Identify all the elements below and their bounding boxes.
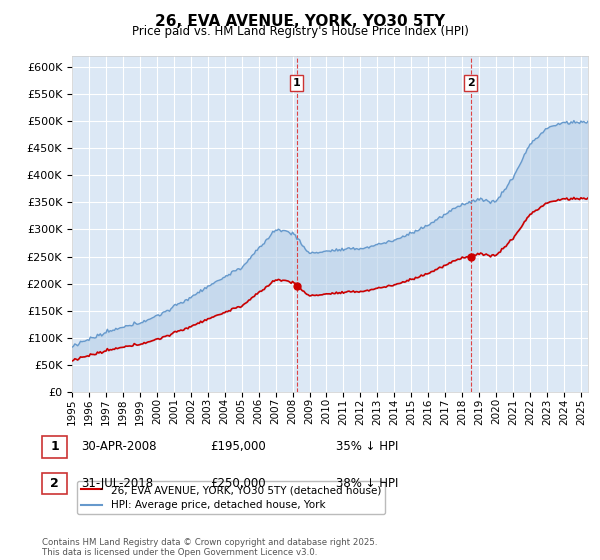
Legend: 26, EVA AVENUE, YORK, YO30 5TY (detached house), HPI: Average price, detached ho: 26, EVA AVENUE, YORK, YO30 5TY (detached…	[77, 481, 385, 515]
Text: £250,000: £250,000	[210, 477, 266, 490]
Text: 31-JUL-2018: 31-JUL-2018	[81, 477, 153, 490]
Text: 26, EVA AVENUE, YORK, YO30 5TY: 26, EVA AVENUE, YORK, YO30 5TY	[155, 14, 445, 29]
Text: Price paid vs. HM Land Registry's House Price Index (HPI): Price paid vs. HM Land Registry's House …	[131, 25, 469, 38]
Text: £195,000: £195,000	[210, 440, 266, 454]
Text: 1: 1	[293, 78, 301, 88]
Text: 2: 2	[467, 78, 475, 88]
Text: 35% ↓ HPI: 35% ↓ HPI	[336, 440, 398, 454]
Text: 1: 1	[50, 440, 59, 454]
Text: Contains HM Land Registry data © Crown copyright and database right 2025.
This d: Contains HM Land Registry data © Crown c…	[42, 538, 377, 557]
Text: 30-APR-2008: 30-APR-2008	[81, 440, 157, 454]
Text: 38% ↓ HPI: 38% ↓ HPI	[336, 477, 398, 490]
Text: 2: 2	[50, 477, 59, 490]
